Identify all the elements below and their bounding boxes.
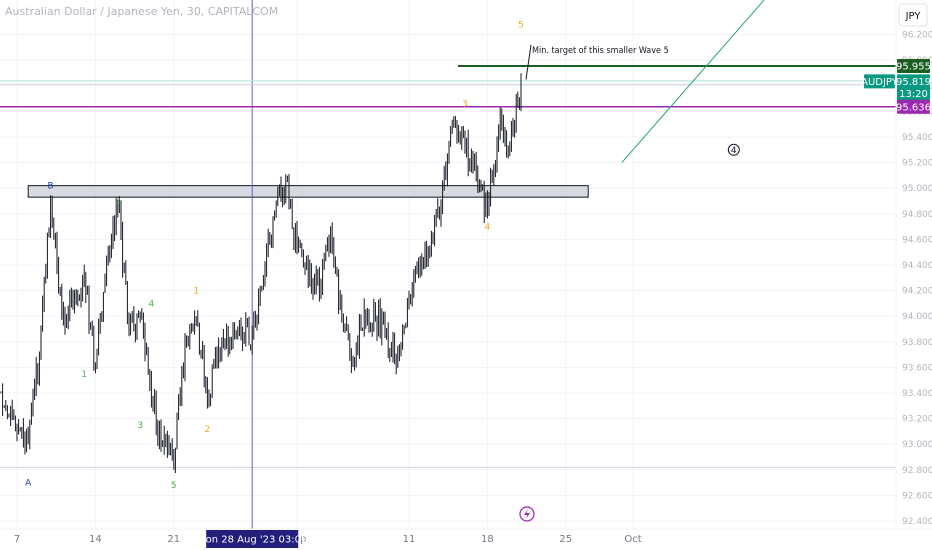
grid-lines xyxy=(0,0,896,529)
wave-label: 3 xyxy=(137,421,143,431)
wave-label: 4 xyxy=(485,223,491,233)
circled-wave-number: 4 xyxy=(731,146,737,156)
x-tick-label: 7 xyxy=(14,534,20,545)
y-tick-label: 94.400 xyxy=(902,261,932,271)
resistance-zone[interactable] xyxy=(27,185,589,198)
annotation-pointer xyxy=(525,44,532,80)
annotation[interactable]: Min. target of this smaller Wave 5 xyxy=(525,44,669,80)
circle-marker xyxy=(727,143,740,156)
last-price-badge xyxy=(897,74,930,101)
x-tick-label: 25 xyxy=(559,534,572,545)
x-tick-label: 21 xyxy=(167,534,180,545)
y-tick-label: 94.200 xyxy=(902,287,932,297)
replay-icon[interactable] xyxy=(519,506,535,522)
x-tick-label: 18 xyxy=(481,534,494,545)
y-tick-label: 95.200 xyxy=(902,159,932,169)
y-tick-label: 95.000 xyxy=(902,184,932,194)
crosshair-time-badge xyxy=(206,530,299,548)
annotation-text: Min. target of this smaller Wave 5 xyxy=(532,46,669,56)
zone-box xyxy=(27,185,589,198)
y-tick-label: 93.200 xyxy=(902,415,932,425)
last-price-value: 95.819 xyxy=(896,77,931,88)
wave-labels[interactable]: A B 1 2 3 4 5 1 2 3 4 5 xyxy=(25,20,524,491)
wave-label: 3 xyxy=(462,100,468,110)
crosshair-time-text: Mon 28 Aug '23 03:00 xyxy=(197,535,307,546)
y-tick-label: 94.800 xyxy=(902,210,932,220)
wave-label: 1 xyxy=(81,370,87,380)
y-tick-label: 93.400 xyxy=(902,389,932,399)
target-price-badge xyxy=(897,58,930,73)
candles xyxy=(0,73,522,474)
y-tick-label: 93.000 xyxy=(902,440,932,450)
magenta-price-value: 95.636 xyxy=(896,102,931,113)
trend-line[interactable] xyxy=(621,0,779,163)
y-tick-label: 95.400 xyxy=(902,133,932,143)
horizontal-lines[interactable] xyxy=(0,64,896,108)
wave-label: 2 xyxy=(115,197,121,207)
wave-label: 1 xyxy=(193,287,199,297)
trend-line-segment xyxy=(621,0,765,163)
x-tick-label: 14 xyxy=(89,534,102,545)
symbol-badge xyxy=(864,74,895,89)
magenta-price-badge xyxy=(897,99,930,114)
symbol-label: AUDJPY xyxy=(861,77,899,88)
y-tick-label: 92.400 xyxy=(902,517,932,527)
chart-title: Australian Dollar / Japanese Yen, 30, CA… xyxy=(5,5,278,18)
wave-label: 5 xyxy=(171,481,177,491)
y-tick-label: 92.600 xyxy=(902,491,932,501)
x-tick-label: 11 xyxy=(403,534,416,545)
crosshair-time-label: Mon 28 Aug '23 03:00 xyxy=(197,530,307,548)
wave-label: A xyxy=(25,479,32,489)
y-tick-label: 93.800 xyxy=(902,338,932,348)
currency-label: JPY xyxy=(905,11,922,22)
y-tick-label: 93.600 xyxy=(902,363,932,373)
wave-label: 2 xyxy=(205,425,211,435)
y-tick-label: 96.200 xyxy=(902,31,932,41)
x-tick-label: Oct xyxy=(624,534,641,545)
countdown-value: 13:20 xyxy=(899,89,928,100)
currency-button[interactable]: JPY xyxy=(898,3,928,27)
y-tick-label: 94.000 xyxy=(902,312,932,322)
target-price-value: 95.955 xyxy=(896,61,931,72)
y-tick-label: 94.600 xyxy=(902,235,932,245)
wave-label: 4 xyxy=(149,299,155,309)
circled-wave-label[interactable]: 4 xyxy=(727,143,740,156)
y-tick-label: 92.800 xyxy=(902,466,932,476)
wave-label: 5 xyxy=(518,20,524,30)
time-axis[interactable] xyxy=(0,528,932,550)
wave-label: B xyxy=(48,182,54,192)
